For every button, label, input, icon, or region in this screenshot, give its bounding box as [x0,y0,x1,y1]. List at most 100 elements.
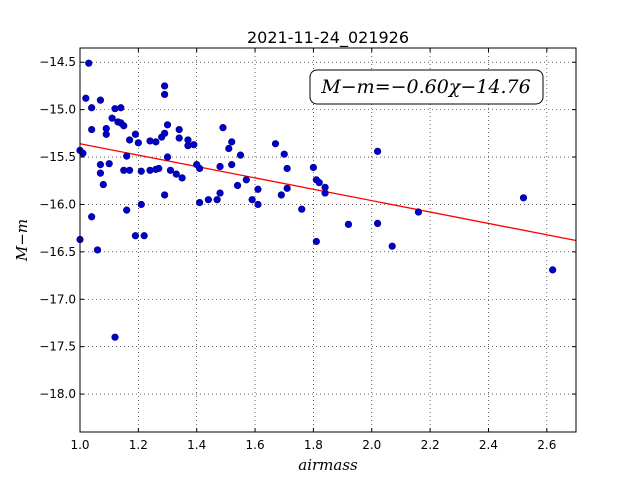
data-point [233,181,242,190]
data-point [184,136,192,144]
data-point [321,183,329,191]
data-point [146,137,154,145]
x-tick-label: 1.4 [187,438,206,452]
data-point [105,160,113,168]
data-point [216,162,224,171]
data-point [374,147,382,155]
data-point [309,163,318,172]
data-point [163,153,172,161]
data-point [93,246,102,254]
data-point [519,194,528,202]
data-point [175,134,183,142]
data-point [126,136,134,144]
data-point [196,164,204,173]
data-point [123,152,131,160]
data-point [88,104,96,112]
x-axis-ticks: 1.0 1.2 1.4 1.6 1.8 2.0 2.2 2.4 2.6 [70,48,556,452]
x-tick-label: 1.2 [129,438,148,452]
y-tick-label: −16.5 [39,245,76,259]
data-point [178,174,186,182]
x-tick-label: 2.0 [362,438,381,452]
y-tick-label: −17.5 [39,340,76,354]
x-tick-label: 2.4 [479,438,498,452]
data-point [96,169,105,177]
x-tick-label: 2.6 [537,438,556,452]
data-point [248,196,256,204]
data-point [216,189,224,197]
data-point [96,96,105,104]
data-point [152,138,160,146]
data-point [102,130,110,138]
data-point [190,141,198,149]
data-point [549,266,557,274]
data-point [228,161,236,169]
data-point [88,213,96,221]
y-axis-label: M−m [13,219,31,262]
data-point [126,166,134,174]
data-point [161,82,169,90]
data-point [283,164,291,173]
data-point [82,94,90,102]
data-point [79,149,87,157]
y-tick-label: −15.0 [39,103,76,117]
data-point [175,125,183,134]
data-point [315,179,323,187]
data-point [374,219,382,228]
data-point [277,191,285,199]
x-tick-label: 1.8 [304,438,323,452]
data-point [137,167,145,175]
y-tick-label: −15.5 [39,150,76,164]
data-point [85,59,93,67]
chart-title: 2021-11-24_021926 [247,28,409,48]
data-point [99,180,107,189]
data-point [283,184,291,192]
equation-annotation: M−m=−0.60χ−14.76 [309,69,544,105]
data-point [236,151,245,159]
data-point [298,205,306,213]
data-point [344,220,353,228]
x-tick-label: 2.2 [421,438,440,452]
data-point [196,198,204,207]
x-axis-label: airmass [298,456,358,474]
data-point [312,237,320,246]
data-point [280,150,288,158]
data-point [123,206,131,214]
data-point [204,196,212,204]
data-point [131,130,140,138]
data-point [146,166,154,174]
data-point [271,140,280,148]
data-point [111,105,119,113]
data-point [242,176,250,184]
data-point [117,104,125,112]
data-point [140,232,148,240]
y-tick-label: −14.5 [39,55,76,69]
data-point [120,122,128,130]
x-tick-label: 1.0 [70,438,89,452]
data-point [161,90,169,99]
data-point [161,191,169,199]
data-point [254,200,262,209]
data-point [108,114,116,122]
data-point [155,164,163,173]
data-point [111,333,119,341]
data-point [213,196,221,204]
data-point [172,170,180,178]
data-point [163,121,172,129]
data-point [96,161,105,169]
data-point [166,166,175,174]
plot-frame [79,47,577,433]
grid-lines [79,48,576,432]
equation-text: M−m=−0.60χ−14.76 [320,76,530,98]
y-tick-label: −18.0 [39,387,76,401]
y-tick-label: −16.0 [39,197,76,211]
data-point [88,125,96,134]
data-point [388,242,396,250]
data-point [161,129,169,137]
y-axis-ticks: −14.5 −15.0 −15.5 −16.0 −16.5 −17.0 −17.5 −18.0 [39,55,576,401]
data-points [76,59,557,341]
data-point [254,185,262,193]
x-tick-label: 1.6 [246,438,265,452]
equation-box [309,69,544,105]
data-point [134,139,142,147]
